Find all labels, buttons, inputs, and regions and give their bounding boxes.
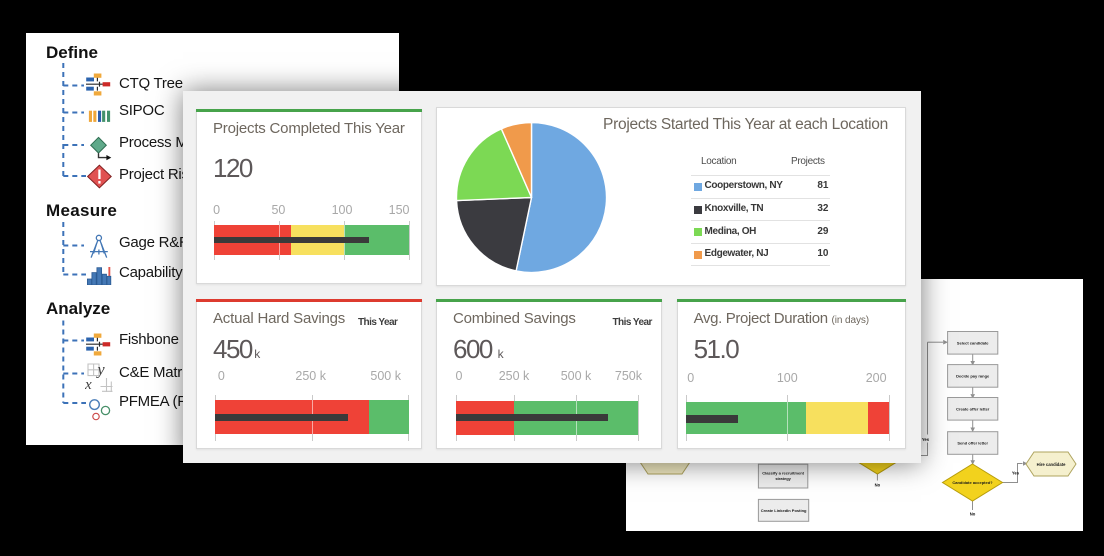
svg-text:Yes: Yes: [922, 437, 930, 442]
svg-text:y: y: [96, 362, 106, 379]
svg-text:strategy: strategy: [775, 476, 791, 481]
svg-text:x: x: [85, 377, 92, 393]
svg-text:Create LinkedIn Posting: Create LinkedIn Posting: [761, 508, 807, 513]
svg-text:No: No: [875, 483, 881, 488]
svg-text:Send offer letter: Send offer letter: [957, 441, 988, 446]
svg-text:Yes: Yes: [1012, 471, 1020, 476]
svg-text:No: No: [970, 512, 976, 517]
svg-text:Classify a recruitment: Classify a recruitment: [762, 471, 804, 476]
svg-text:Select candidate: Select candidate: [957, 340, 989, 345]
svg-text:Candidate accepted?: Candidate accepted?: [952, 480, 993, 485]
svg-text:Decide pay range: Decide pay range: [956, 373, 990, 378]
svg-text:Hire candidate: Hire candidate: [1037, 462, 1067, 467]
svg-text:Create offer letter: Create offer letter: [956, 406, 990, 411]
